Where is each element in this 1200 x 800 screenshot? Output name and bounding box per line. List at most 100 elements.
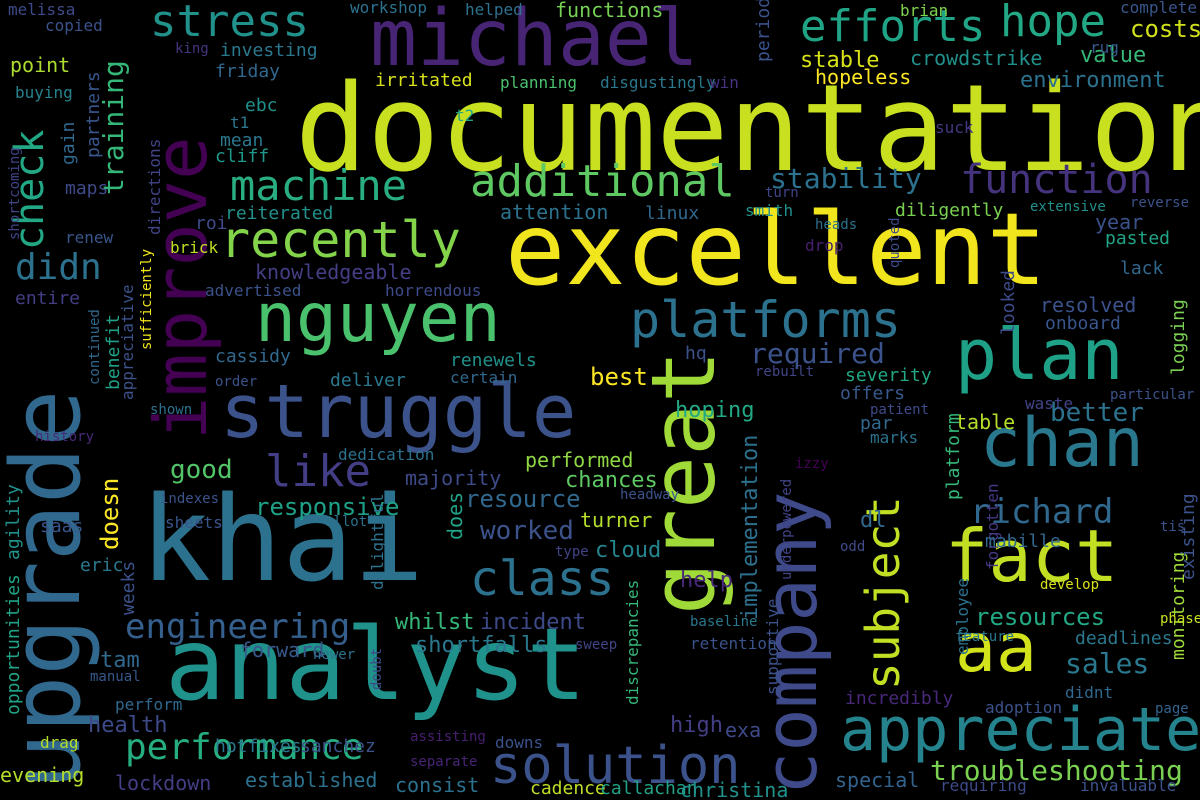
word-lack: lack — [1120, 258, 1164, 279]
word-excellent: excellent — [505, 191, 1047, 308]
word-doesn: doesn — [96, 477, 124, 550]
word-advertised: advertised — [205, 281, 302, 300]
word-michael: michael — [370, 0, 699, 84]
word-ebc: ebc — [245, 95, 278, 116]
word-helped: helped — [465, 0, 523, 19]
word-cloud: cloud — [595, 538, 662, 563]
word-dl: dl — [860, 508, 887, 533]
word-better: better — [1050, 398, 1144, 428]
word-best: best — [590, 363, 648, 391]
word-training: training — [97, 60, 130, 195]
word-function: function — [960, 157, 1153, 203]
word-plan: plan — [955, 314, 1124, 396]
word-hope: hope — [1000, 0, 1106, 47]
word-sales: sales — [1065, 647, 1150, 680]
word-implementation: implementation — [738, 434, 763, 620]
word-year: year — [1095, 210, 1144, 234]
word-deadlines: deadlines — [1075, 628, 1173, 649]
word-headway: headway — [620, 487, 680, 503]
word-khai: khai — [140, 470, 425, 608]
word-rebuilt: rebuilt — [755, 364, 815, 380]
word-recently: recently — [220, 211, 461, 269]
word-high: high — [670, 713, 723, 738]
word-saas: saas — [40, 516, 84, 537]
word-order: order — [215, 374, 258, 390]
word-resolved: resolved — [1040, 293, 1137, 317]
word-shown: shown — [150, 402, 193, 418]
word-cadence: cadence — [530, 778, 606, 799]
word-forward: forward — [240, 638, 325, 662]
word-chan: chan — [980, 404, 1144, 483]
word-worked: worked — [480, 516, 574, 546]
word-value: value — [1080, 43, 1147, 68]
word-cliff: cliff — [215, 146, 270, 167]
word-troubleshooting: troubleshooting — [930, 754, 1183, 787]
word-like: like — [265, 446, 371, 497]
word-manual: manual — [90, 669, 141, 685]
word-tam: tam — [100, 648, 140, 673]
word-pasted: pasted — [1105, 228, 1171, 249]
word-health: health — [88, 713, 168, 738]
word-incredibly: incredibly — [845, 688, 954, 709]
word-severity: severity — [845, 365, 932, 386]
word-eric: eric — [80, 555, 124, 576]
word-retention: retention — [690, 634, 777, 653]
word-stress: stress — [150, 0, 309, 47]
word-existing: existing — [1178, 493, 1199, 580]
word-partners: partners — [83, 71, 104, 158]
word-page: page — [1155, 701, 1189, 717]
word-hopeless: hopeless — [815, 65, 912, 89]
word-good: good — [170, 455, 233, 485]
word-drag: drag — [40, 733, 79, 752]
word-crowdstrike: crowdstrike — [910, 46, 1043, 70]
word-par: par — [860, 413, 893, 434]
word-win: win — [710, 73, 739, 92]
word-irritated: irritated — [375, 70, 473, 91]
word-struggle: struggle — [220, 369, 577, 455]
word-aa: aa — [955, 609, 1037, 688]
word-christina: christina — [680, 778, 789, 800]
word-weeks: weeks — [118, 560, 139, 615]
word-didnt: didnt — [1065, 683, 1114, 702]
word-didn: didn — [15, 247, 102, 288]
word-feature: feature — [955, 629, 1015, 645]
word-majority: majority — [405, 466, 502, 490]
word-horrendous: horrendous — [385, 281, 482, 300]
word-brick: brick — [170, 238, 219, 257]
word-reverse: reverse — [1130, 195, 1190, 211]
word-logging: logging — [1168, 299, 1189, 375]
word-efforts: efforts — [800, 1, 986, 52]
word-friday: friday — [215, 61, 281, 82]
word-develop: develop — [1040, 577, 1100, 593]
word-additional: additional — [470, 156, 735, 207]
word-environment: environment — [1020, 68, 1166, 93]
word-evening: evening — [0, 763, 85, 787]
word-phase: phase — [1160, 611, 1200, 627]
word-continued: continued — [87, 309, 103, 385]
word-appreciate: appreciate — [840, 695, 1200, 765]
word-underpowered: underpowered — [779, 478, 795, 580]
word-directions: directions — [145, 138, 164, 235]
word-established: established — [245, 768, 378, 792]
word-waste: waste — [1025, 394, 1074, 413]
word-history: history — [35, 429, 95, 445]
word-drop: drop — [805, 236, 844, 255]
word-fact: fact — [945, 514, 1119, 598]
word-sweep: sweep — [575, 637, 618, 653]
word-analyst: analyst — [165, 606, 587, 723]
word-help: help — [680, 568, 733, 593]
word-patient: patient — [870, 402, 930, 418]
word-allot: allot — [325, 514, 368, 530]
word-roi: roi — [195, 213, 228, 234]
word-downs: downs — [495, 733, 544, 752]
word-performance: performance — [125, 727, 364, 768]
word-class: class — [470, 551, 615, 607]
word-attention: attention — [500, 200, 609, 224]
word-separate: separate — [410, 754, 478, 770]
word-nguyen: nguyen — [255, 279, 501, 358]
word-baseline: baseline — [690, 614, 758, 630]
word-sufficiently: sufficiently — [139, 248, 155, 350]
word-stable: stable — [800, 48, 880, 73]
word-consist: consist — [395, 773, 480, 797]
